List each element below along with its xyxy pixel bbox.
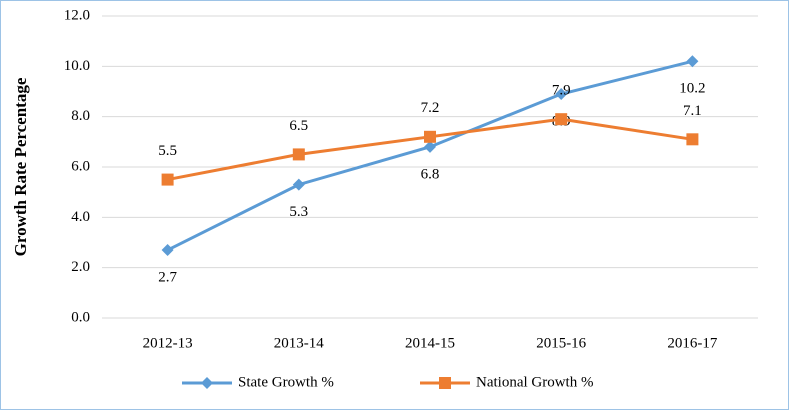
- point: [424, 130, 436, 143]
- point: [424, 140, 436, 153]
- point: [555, 113, 568, 126]
- y-tick-label: 12.0: [64, 7, 90, 23]
- legend-label: National Growth %: [476, 374, 593, 390]
- point: [555, 88, 568, 101]
- data-label: 6.8: [421, 166, 440, 182]
- data-label: 7.1: [683, 103, 702, 119]
- point: [161, 244, 174, 257]
- data-label: 7.9: [552, 83, 571, 99]
- y-tick-label: 6.0: [71, 158, 90, 174]
- point: [686, 133, 699, 146]
- x-tick-label: 2016-17: [667, 335, 717, 351]
- point: [439, 377, 451, 389]
- y-tick-label: 4.0: [71, 209, 90, 225]
- data-label: 5.3: [289, 204, 308, 220]
- y-axis-label: Growth Rate Percentage: [11, 77, 30, 256]
- x-tick-label: 2013-14: [274, 335, 324, 351]
- y-tick-label: 0.0: [71, 309, 90, 325]
- point: [201, 377, 213, 389]
- x-tick-label: 2014-15: [405, 335, 455, 351]
- point: [686, 55, 699, 68]
- x-tick-label: 2015-16: [536, 335, 586, 351]
- data-label: 7.2: [421, 100, 440, 116]
- y-tick-label: 2.0: [71, 259, 90, 275]
- data-label: 5.5: [158, 143, 177, 159]
- x-tick-label: 2012-13: [143, 335, 193, 351]
- legend-label: State Growth %: [238, 374, 334, 390]
- data-label: 2.7: [158, 269, 177, 285]
- y-tick-label: 10.0: [64, 58, 90, 74]
- point: [292, 148, 305, 161]
- data-label: 6.5: [289, 118, 308, 134]
- point: [161, 173, 174, 186]
- point: [292, 178, 305, 191]
- y-tick-label: 8.0: [71, 108, 90, 124]
- data-label: 10.2: [679, 81, 705, 97]
